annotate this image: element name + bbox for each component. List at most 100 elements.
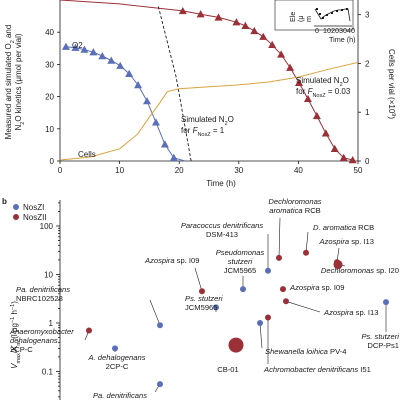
scatter-point [213, 304, 219, 311]
inset-x-label: Time (h) [329, 35, 356, 44]
leader-line [305, 231, 309, 253]
scatter-point [157, 381, 163, 388]
scatter-point [257, 320, 263, 326]
inset-tick-10: 10 [323, 26, 331, 35]
y-right-tick-label: 3 [365, 11, 370, 20]
x-tick-label: 30 [234, 166, 243, 175]
n2o-point [330, 144, 339, 152]
inset-tick-20: 20 [331, 26, 339, 35]
leader-line [149, 299, 161, 326]
point-label: Achromobacter denitrificans I51 [263, 365, 371, 374]
x-tick-label: 40 [294, 166, 303, 175]
n2o-point [232, 18, 241, 26]
x-tick-label: 50 [354, 166, 363, 175]
inset-tick-0: 0 [315, 26, 319, 35]
n2o-point [321, 129, 330, 137]
point-label: Ps. stutzeri JCM5965 [185, 294, 223, 312]
legend-nosZII-label: NosZII [23, 213, 47, 222]
panel-a-right-y-label: Cells per vial (×109) [387, 49, 396, 119]
n2o-point [196, 10, 205, 18]
o2-point [98, 52, 107, 60]
legend-nosZII-marker [13, 214, 19, 220]
point-label: D. aromatica RCB [313, 223, 374, 232]
o2-point [125, 69, 134, 77]
cells-label: Cells [78, 150, 96, 159]
n2o-point [268, 40, 277, 48]
o2-point [169, 153, 178, 161]
inset-y-label-b: (μ [296, 15, 305, 22]
o2-label: O2 [72, 41, 83, 50]
b-y-tick-label: 10 [44, 271, 53, 280]
scatter-point [265, 267, 271, 274]
scatter-point [112, 345, 118, 352]
point-label: Anaeromyxobacter dehalogenans 2CP-C [9, 327, 74, 354]
inset-markers [316, 8, 348, 19]
y-left-tick-label: 40 [45, 28, 54, 37]
point-label: Pseudomonas stutzeri JCM5965 [216, 248, 265, 275]
scatter-point [383, 299, 389, 306]
scatter-point [333, 260, 343, 270]
o2-point [71, 43, 80, 51]
o2-point [143, 97, 152, 105]
o2-point [107, 56, 116, 64]
n2o-point [339, 153, 348, 161]
b-y-tick-label: 100 [40, 222, 54, 231]
y-right-tick-label: 0 [365, 157, 370, 166]
point-label: Dechloromonas sp. I20 [321, 266, 399, 275]
y-left-tick-label: 20 [45, 93, 54, 102]
n2o-point [178, 6, 187, 15]
scatter-point [86, 327, 92, 334]
y-left-tick-label: 0 [50, 157, 55, 166]
leader-line [259, 322, 263, 349]
n2o-point [294, 78, 303, 86]
inset-tick-30: 30 [339, 26, 347, 35]
inset-chart: Ele (μ m 0 10 20 30 40 Time (h) [274, 0, 356, 44]
b-y-tick-label: 1 [49, 319, 54, 328]
leader-line [278, 217, 281, 258]
scatter-point [303, 249, 309, 256]
panel-a-x-label: Time (h) [206, 179, 236, 188]
point-label: Azospira sp. I09 [289, 283, 344, 292]
o2-point [134, 81, 143, 89]
scatter-point [157, 322, 163, 329]
n2o-point [303, 94, 312, 103]
legend-nosZI-label: NosZI [23, 203, 44, 212]
o2-point [80, 45, 89, 53]
n2o-point [241, 21, 250, 29]
x-tick-label: 0 [58, 166, 63, 175]
scatter-point [276, 254, 282, 261]
point-label: A. dehalogenans 2CP-C [87, 353, 145, 371]
x-tick-label: 20 [175, 166, 184, 175]
n2o-point [259, 32, 268, 40]
point-label: Shewanella loihica PV-4 [265, 347, 346, 356]
o2-point [116, 61, 125, 69]
point-label: Paracoccus denitrificans DSM-413 [181, 221, 264, 239]
sim-fnosz003-label: Simulated N2O for FNosZ = 0.03 [296, 76, 351, 99]
n2o-point [214, 13, 223, 21]
y-left-tick-label: 10 [45, 125, 54, 134]
n2o-point [286, 63, 295, 71]
sim-fnosz1-label: Simulated N2O for FNosZ = 1 [181, 115, 236, 138]
point-label: Azospira sp. I13 [319, 237, 374, 246]
leader-line [194, 267, 203, 292]
y-left-tick-label: 30 [45, 60, 54, 69]
scatter-point [228, 337, 244, 353]
n2o-point [277, 50, 286, 58]
y-right-tick-label: 2 [365, 59, 370, 68]
point-label: Pa. denitrificans NBRC102528 [16, 285, 70, 303]
point-label: Ps. stutzeri DCP-Ps1 [361, 332, 399, 350]
scatter-point [280, 286, 286, 293]
panel-b-letter: b [2, 197, 7, 206]
inset-y-label-c: m [304, 16, 313, 22]
n2o-point [312, 111, 321, 120]
inset-y-label-a: Ele [288, 12, 297, 22]
scatter-point [240, 286, 246, 293]
panel-a-y-label-line2: N2O kinetics (μmol per vial) [14, 33, 26, 130]
inset-tick-40: 40 [347, 26, 355, 35]
scatter-point [265, 314, 271, 321]
point-label: Dechloromonas aromatica RCB [268, 197, 321, 215]
o2-point [151, 118, 160, 126]
